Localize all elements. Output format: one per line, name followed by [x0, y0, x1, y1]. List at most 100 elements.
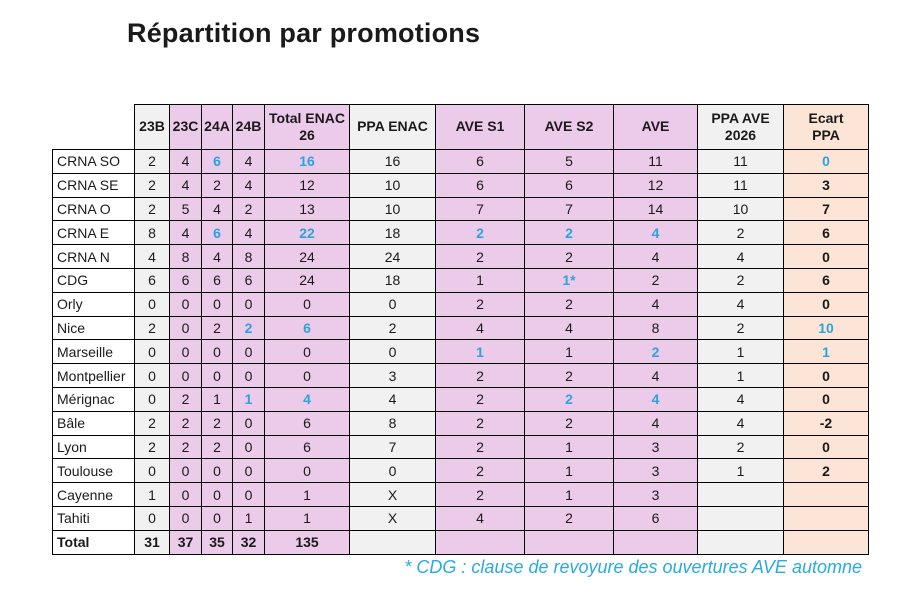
table-cell: 0 — [201, 458, 233, 484]
table-cell: 1 — [524, 482, 614, 507]
table-cell: 0 — [349, 291, 436, 317]
table-cell: 2 — [134, 315, 170, 341]
table-cell: 37 — [169, 529, 202, 555]
column-header: 23B — [134, 104, 170, 150]
table-row: Nice 2 0 2 2 6 2 4 4 8 2 10 — [52, 315, 869, 341]
table-row: CRNA E 8 4 6 4 22 18 2 2 4 2 6 — [52, 220, 869, 246]
table-cell: 0 — [349, 339, 436, 365]
table-cell: 2 — [524, 386, 614, 412]
table-cell: 0 — [134, 386, 170, 412]
table-cell: 1 — [435, 267, 525, 293]
column-header: PPA AVE 2026 — [697, 104, 784, 150]
table-cell: 11 — [613, 149, 698, 174]
table-cell: 2 — [524, 291, 614, 317]
table-row: CRNA SE 2 4 2 4 12 10 6 6 12 11 3 — [52, 172, 869, 198]
column-header: PPA ENAC — [349, 104, 436, 150]
table-cell: 2 — [134, 410, 170, 436]
table-cell: 24 — [349, 244, 436, 269]
table-cell — [783, 505, 869, 531]
table-row: Toulouse 0 0 0 0 0 0 2 1 3 1 2 — [52, 458, 869, 484]
table-cell: 10 — [783, 315, 869, 341]
table-row: Marseille 0 0 0 0 0 0 1 1 2 1 1 — [52, 339, 869, 365]
row-label: CRNA SO — [52, 149, 135, 174]
table-cell: 4 — [134, 244, 170, 269]
table-cell: 2 — [697, 315, 784, 341]
table-cell: 10 — [349, 172, 436, 198]
table-cell: 4 — [435, 505, 525, 531]
table-cell: 2 — [435, 386, 525, 412]
table-cell: 0 — [232, 458, 265, 484]
footnote: * CDG : clause de revoyure des ouverture… — [404, 557, 862, 577]
promotions-table: 23B 23C 24A 24B Total ENAC 26 PPA ENAC AVE S1 A… — [52, 104, 869, 555]
table-cell: 0 — [264, 291, 350, 317]
table-cell — [783, 529, 869, 555]
table-cell: 0 — [232, 339, 265, 365]
column-header: AVE — [613, 104, 698, 150]
table-cell: 1 — [134, 482, 170, 507]
row-label: CRNA O — [52, 196, 135, 222]
table-cell: 0 — [134, 363, 170, 388]
table-cell: 3 — [349, 363, 436, 388]
table-cell: 4 — [613, 220, 698, 246]
table-row: Total 31 37 35 32 135 — [52, 529, 869, 555]
table-cell: 0 — [201, 339, 233, 365]
row-label: Cayenne — [52, 482, 135, 507]
table-cell: X — [349, 505, 436, 531]
table-cell: 18 — [349, 220, 436, 246]
table-cell: 6 — [783, 267, 869, 293]
table-cell: 0 — [783, 363, 869, 388]
table-cell: 5 — [169, 196, 202, 222]
table-cell: 2 — [524, 220, 614, 246]
table-cell: 8 — [134, 220, 170, 246]
table-cell: 0 — [169, 505, 202, 531]
table-cell: 10 — [349, 196, 436, 222]
table-cell: 1 — [524, 339, 614, 365]
table-cell: 0 — [201, 363, 233, 388]
table-row: CRNA N 4 8 4 8 24 24 2 2 4 4 0 — [52, 244, 869, 269]
column-header: Total ENAC 26 — [264, 104, 350, 150]
table-cell: 4 — [232, 172, 265, 198]
table-cell: 10 — [697, 196, 784, 222]
table-cell: 6 — [264, 315, 350, 341]
table-cell: 2 — [613, 339, 698, 365]
table-cell: 0 — [169, 363, 202, 388]
table-cell: 2 — [201, 172, 233, 198]
table-cell: 0 — [783, 291, 869, 317]
table-cell: 6 — [264, 434, 350, 460]
page-title: Répartition par promotions — [127, 18, 481, 48]
table-cell: 1 — [264, 482, 350, 507]
table-row: CRNA O 2 5 4 2 13 10 7 7 14 10 7 — [52, 196, 869, 222]
table-cell: 6 — [435, 172, 525, 198]
table-cell: 0 — [169, 291, 202, 317]
table-cell: 4 — [435, 315, 525, 341]
column-header: Ecart PPA — [783, 104, 869, 150]
table-cell: 0 — [783, 244, 869, 269]
table-cell: 2 — [169, 434, 202, 460]
row-label: Marseille — [52, 339, 135, 365]
table-cell: 31 — [134, 529, 170, 555]
table-cell: 18 — [349, 267, 436, 293]
table-cell: 0 — [169, 458, 202, 484]
table-cell: 6 — [201, 149, 233, 174]
table-cell: 0 — [232, 434, 265, 460]
column-header: AVE S1 — [435, 104, 525, 150]
table-cell: 8 — [169, 244, 202, 269]
table-cell: 0 — [264, 363, 350, 388]
table-cell: 0 — [134, 458, 170, 484]
table-cell: 1 — [201, 386, 233, 412]
table-cell: 35 — [201, 529, 233, 555]
table-cell: 0 — [134, 291, 170, 317]
row-label: CRNA E — [52, 220, 135, 246]
table-cell: 0 — [201, 482, 233, 507]
table-cell — [697, 505, 784, 531]
table-cell: 6 — [169, 267, 202, 293]
table-cell: 2 — [169, 386, 202, 412]
row-label: Total — [52, 529, 135, 555]
table-cell: 2 — [349, 315, 436, 341]
row-label: Tahiti — [52, 505, 135, 531]
table-cell: 2 — [435, 482, 525, 507]
table-cell: 2 — [783, 458, 869, 484]
table-cell: 0 — [264, 458, 350, 484]
table-cell: 4 — [201, 244, 233, 269]
table-cell: 4 — [697, 386, 784, 412]
